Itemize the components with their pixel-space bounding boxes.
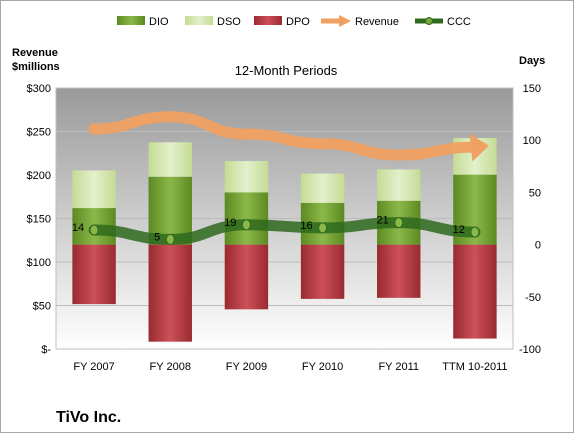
bar-dpo xyxy=(377,244,421,298)
ccc-point xyxy=(165,233,175,245)
right-axis-title: Days xyxy=(519,55,545,67)
right-tick-label: 50 xyxy=(529,187,541,199)
bar-dpo xyxy=(148,244,192,342)
ccc-series: 14 5 19 16 21 12 xyxy=(72,215,481,245)
ccc-point xyxy=(241,219,251,231)
category-label: FY 2009 xyxy=(226,361,267,373)
category-label: TTM 10-2011 xyxy=(442,361,507,373)
legend-label-revenue: Revenue xyxy=(355,16,399,28)
bar-dso xyxy=(148,142,192,177)
category-label: FY 2011 xyxy=(378,361,419,373)
legend-swatch-ccc xyxy=(415,17,443,25)
bar-dso xyxy=(300,173,345,203)
right-tick-label: 150 xyxy=(523,83,541,95)
right-tick-label: -50 xyxy=(525,292,541,304)
category-label: FY 2008 xyxy=(150,361,191,373)
left-axis-title-line2: $millions xyxy=(12,61,60,73)
bar-dso xyxy=(72,170,116,209)
category-label: FY 2010 xyxy=(302,361,343,373)
left-tick-label: $150 xyxy=(27,214,51,226)
right-axis-ticks: 150 100 50 0 -50 -100 xyxy=(519,83,541,356)
left-tick-label: $300 xyxy=(27,83,51,95)
chart-title: 12-Month Periods xyxy=(235,63,338,78)
bar-dso xyxy=(377,169,421,201)
company-name: TiVo Inc. xyxy=(56,409,121,426)
legend-swatch-dpo xyxy=(254,16,282,25)
grid-lines xyxy=(56,131,513,306)
bar-dpo xyxy=(300,244,345,299)
ccc-data-label: 5 xyxy=(154,231,160,243)
legend-label-ccc: CCC xyxy=(447,16,471,28)
ccc-point xyxy=(470,226,480,238)
left-tick-label: $200 xyxy=(27,170,51,182)
ccc-data-label: 14 xyxy=(72,222,84,234)
legend-label-dio: DIO xyxy=(149,16,169,28)
legend-label-dso: DSO xyxy=(217,16,241,28)
left-tick-label: $- xyxy=(41,344,51,356)
legend-label-dpo: DPO xyxy=(286,16,310,28)
revenue-line xyxy=(88,111,481,161)
ccc-data-label: 19 xyxy=(224,217,236,229)
ccc-point xyxy=(394,217,404,229)
right-tick-label: 0 xyxy=(535,240,541,252)
category-label: FY 2007 xyxy=(73,361,114,373)
ccc-line xyxy=(88,217,481,245)
left-tick-label: $250 xyxy=(27,127,51,139)
ccc-point xyxy=(89,224,99,236)
bar-dpo xyxy=(72,244,116,305)
ccc-point xyxy=(318,222,328,234)
ccc-data-label: 12 xyxy=(453,224,465,236)
ccc-data-label: 16 xyxy=(300,220,312,232)
bar-dio xyxy=(224,192,269,245)
left-axis-ticks: $300 $250 $200 $150 $100 $50 $- xyxy=(27,83,52,356)
bar-dpo xyxy=(453,244,497,339)
left-axis-title-line1: Revenue xyxy=(12,47,58,59)
legend-swatch-dso xyxy=(185,16,213,25)
bar-dso xyxy=(224,161,269,193)
left-tick-label: $50 xyxy=(33,301,51,313)
right-tick-label: 100 xyxy=(523,135,541,147)
right-tick-label: -100 xyxy=(519,344,541,356)
revenue-series xyxy=(88,111,489,162)
bar-dpo xyxy=(224,244,269,310)
legend-swatch-revenue xyxy=(321,15,351,27)
left-tick-label: $100 xyxy=(27,257,51,269)
legend: DIO DSO DPO Revenue CCC xyxy=(117,15,471,28)
category-labels: FY 2007 FY 2008 FY 2009 FY 2010 FY 2011 TTM 1… xyxy=(73,361,507,373)
legend-swatch-dio xyxy=(117,16,145,25)
ccc-data-label: 21 xyxy=(377,215,389,227)
revenue-arrowhead xyxy=(469,133,489,162)
